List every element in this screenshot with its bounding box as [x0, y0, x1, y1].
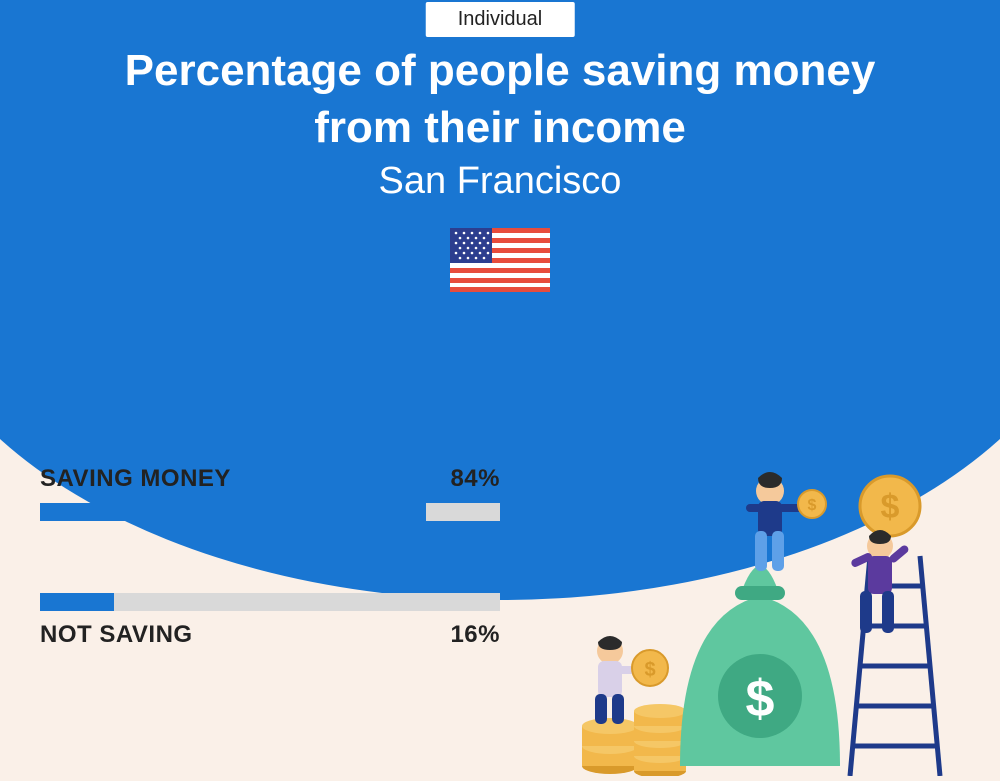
bar-label: NOT SAVING [40, 621, 193, 649]
ladder-icon [850, 556, 940, 776]
money-illustration-icon: $ $ $ [550, 436, 970, 776]
bar-track [40, 593, 500, 611]
category-badge: Individual [426, 2, 575, 37]
svg-text:$: $ [644, 659, 655, 681]
main-title: Percentage of people saving money from t… [0, 42, 1000, 156]
person-ladder-icon [850, 530, 910, 633]
svg-text:$: $ [746, 670, 775, 728]
bar-value: 84% [450, 465, 500, 493]
subtitle-text: San Francisco [379, 160, 622, 202]
bar-value: 16% [450, 621, 500, 649]
bar-track [40, 503, 500, 521]
bar-chart: SAVING MONEY 84% NOT SAVING 16% [40, 465, 500, 721]
money-bag-icon: $ [680, 566, 840, 766]
badge-label: Individual [458, 8, 543, 30]
bar-saving: SAVING MONEY 84% [40, 465, 500, 521]
bar-fill [40, 503, 426, 521]
bar-notsaving: NOT SAVING 16% [40, 593, 500, 649]
large-coin-icon: $ [860, 476, 920, 536]
title-line2: from their income [314, 103, 686, 152]
bar-fill [40, 593, 114, 611]
svg-text:$: $ [808, 497, 817, 514]
bar-label: SAVING MONEY [40, 465, 231, 493]
subtitle: San Francisco [0, 160, 1000, 203]
svg-text:$: $ [881, 488, 900, 526]
person-top-icon: $ [746, 472, 826, 571]
usa-flag-icon [450, 228, 550, 292]
title-line1: Percentage of people saving money [125, 46, 876, 95]
